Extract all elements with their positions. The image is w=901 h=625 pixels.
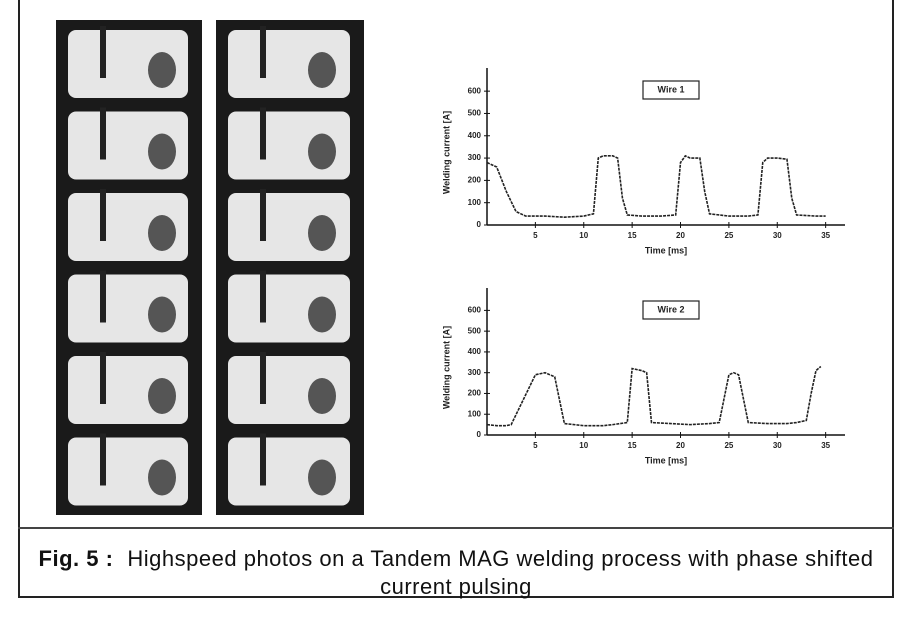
weld-spot <box>148 52 176 88</box>
electrode <box>260 189 266 241</box>
electrode <box>100 352 106 404</box>
figure-border <box>18 0 894 598</box>
y-tick-label: 500 <box>468 326 482 335</box>
x-tick-label: 10 <box>579 231 588 240</box>
y-tick-label: 400 <box>468 347 482 356</box>
y-axis-label: Welding current [A] <box>441 326 451 409</box>
weld-spot <box>148 215 176 251</box>
weld-spot <box>148 133 176 170</box>
weld-spot <box>148 296 176 333</box>
caption-label: Fig. 5 : <box>38 546 114 571</box>
x-axis-label: Time [ms] <box>645 245 687 255</box>
photo-strip <box>56 20 364 515</box>
y-tick-label: 300 <box>468 153 482 162</box>
electrode <box>260 433 266 486</box>
y-tick-label: 100 <box>468 198 482 207</box>
weld-spot <box>308 215 336 251</box>
y-tick-label: 0 <box>477 220 482 229</box>
x-tick-label: 5 <box>533 441 538 450</box>
electrode <box>100 189 106 241</box>
x-tick-label: 20 <box>676 231 685 240</box>
y-tick-label: 200 <box>468 389 482 398</box>
weld-spot <box>308 378 336 414</box>
legend-box <box>642 300 700 320</box>
electrode <box>100 433 106 486</box>
x-tick-label: 25 <box>724 231 733 240</box>
x-tick-label: 10 <box>579 441 588 450</box>
caption-text: Highspeed photos on a Tandem MAG welding… <box>127 546 874 599</box>
weld-spot <box>148 459 176 496</box>
weld-spot <box>148 378 176 414</box>
caption: Fig. 5 : Highspeed photos on a Tandem MAG… <box>30 545 882 601</box>
y-tick-label: 600 <box>468 305 482 314</box>
y-axis-label: Welding current [A] <box>441 111 451 194</box>
y-tick-label: 0 <box>477 430 482 439</box>
chart: 0 100 200 300 400 500 600 5 10 15 20 25 30 35 Time [ms… <box>441 68 845 255</box>
weld-spot <box>308 52 336 88</box>
weld-spot <box>308 133 336 170</box>
x-tick-label: 25 <box>724 441 733 450</box>
legend-box <box>642 80 700 100</box>
y-tick-label: 200 <box>468 175 482 184</box>
data-line <box>486 154 826 218</box>
legend-label: Wire 1 <box>658 84 685 94</box>
electrode <box>100 26 106 78</box>
weld-spot <box>308 296 336 333</box>
x-axis-label: Time [ms] <box>645 455 687 465</box>
electrode <box>260 26 266 78</box>
weld-spot <box>308 459 336 496</box>
photo-column <box>56 20 202 515</box>
electrode <box>100 107 106 160</box>
separator <box>18 527 894 529</box>
x-tick-label: 35 <box>821 231 830 240</box>
y-tick-label: 600 <box>468 86 482 95</box>
x-tick-label: 20 <box>676 441 685 450</box>
x-tick-label: 30 <box>773 441 782 450</box>
electrode <box>100 270 106 323</box>
data-line <box>486 365 822 427</box>
electrode <box>260 270 266 323</box>
photo-column <box>216 20 364 515</box>
chart: 0 100 200 300 400 500 600 5 10 15 20 25 30 35 Time [ms… <box>441 288 845 465</box>
y-tick-label: 400 <box>468 131 482 140</box>
x-tick-label: 35 <box>821 441 830 450</box>
y-tick-label: 500 <box>468 109 482 118</box>
x-tick-label: 5 <box>533 231 538 240</box>
y-tick-label: 100 <box>468 409 482 418</box>
x-tick-label: 30 <box>773 231 782 240</box>
electrode <box>260 107 266 160</box>
y-tick-label: 300 <box>468 368 482 377</box>
x-tick-label: 15 <box>628 231 637 240</box>
x-tick-label: 15 <box>628 441 637 450</box>
legend-label: Wire 2 <box>658 304 685 314</box>
electrode <box>260 352 266 404</box>
